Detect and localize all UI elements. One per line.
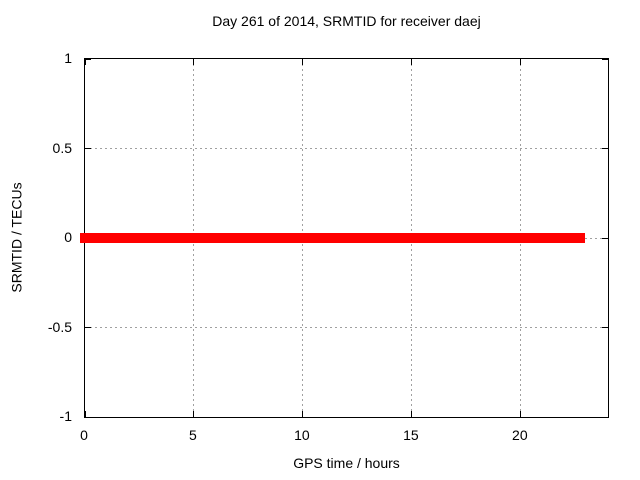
y-tickmark-right bbox=[602, 237, 608, 239]
x-tickmark-bottom bbox=[193, 411, 195, 417]
x-tick-label: 5 bbox=[189, 427, 197, 443]
y-tickmark-right bbox=[602, 327, 608, 328]
y-tickmark-right bbox=[602, 58, 608, 60]
y-tickmark-left bbox=[85, 58, 91, 60]
y-tickmark-left bbox=[85, 148, 91, 149]
x-tickmark-top bbox=[193, 59, 195, 65]
x-tickmark-bottom bbox=[520, 411, 522, 417]
x-tick-label: 15 bbox=[403, 427, 419, 443]
x-tickmark-top bbox=[84, 59, 86, 65]
horizontal-gridline bbox=[85, 327, 608, 328]
y-tick-label: -1 bbox=[59, 408, 72, 424]
x-tick-label: 0 bbox=[80, 427, 88, 443]
x-tick-label: 20 bbox=[512, 427, 528, 443]
y-tickmark-right bbox=[602, 148, 608, 149]
x-tick-label: 10 bbox=[294, 427, 310, 443]
data-series-line bbox=[80, 233, 585, 243]
x-tickmark-top bbox=[411, 59, 413, 65]
plot-area bbox=[80, 58, 609, 418]
x-tickmark-top bbox=[520, 59, 522, 65]
y-tick-label: 1 bbox=[64, 50, 72, 66]
y-tickmark-left bbox=[85, 416, 91, 418]
y-tick-label: 0.5 bbox=[52, 139, 72, 156]
x-tickmark-top bbox=[302, 59, 304, 65]
y-tick-label: -0.5 bbox=[47, 318, 72, 335]
x-tickmark-bottom bbox=[302, 411, 304, 417]
x-axis-title: GPS time / hours bbox=[293, 455, 400, 471]
x-tickmark-bottom bbox=[84, 411, 86, 417]
y-tickmark-right bbox=[602, 416, 608, 418]
y-tickmark-left bbox=[85, 327, 91, 328]
x-tickmark-bottom bbox=[411, 411, 413, 417]
horizontal-gridline bbox=[85, 148, 608, 149]
y-tick-label: 0 bbox=[64, 229, 72, 245]
chart-title: Day 261 of 2014, SRMTID for receiver dae… bbox=[212, 13, 481, 29]
